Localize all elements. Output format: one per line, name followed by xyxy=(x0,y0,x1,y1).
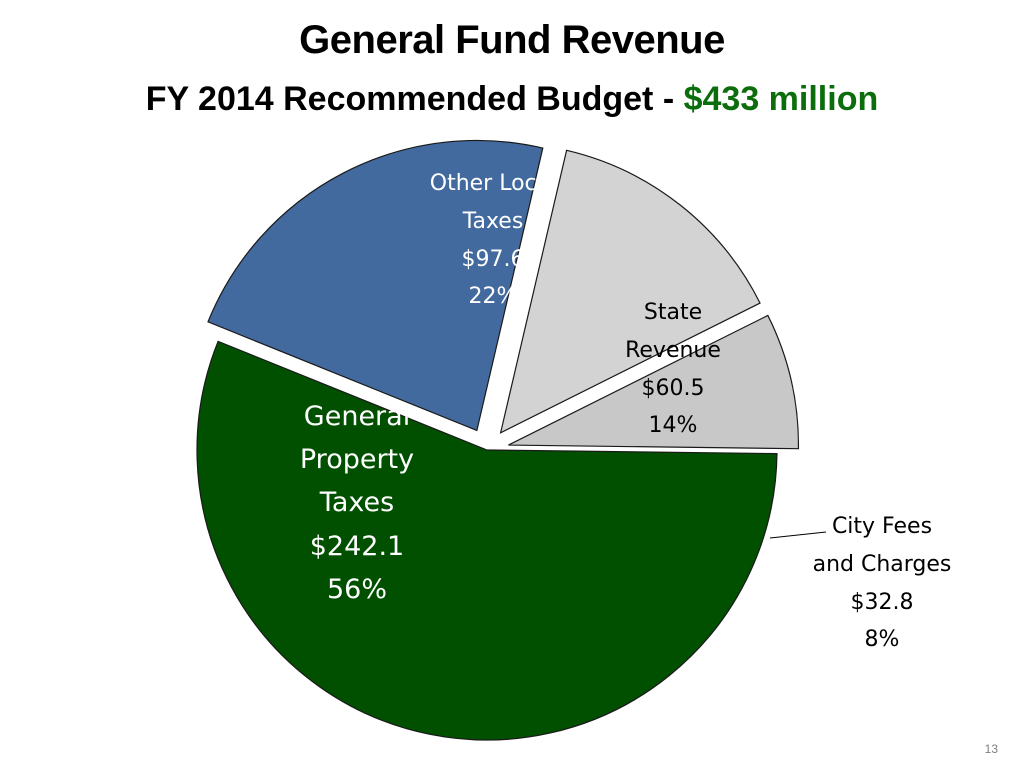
label-percent: 14% xyxy=(648,413,698,439)
label-line: State xyxy=(643,300,703,325)
pie-slice-state xyxy=(499,149,761,434)
label-line: Taxes xyxy=(462,208,524,234)
city-fees-leader-line xyxy=(769,531,827,539)
subtitle-amount: $433 million xyxy=(683,80,879,118)
pie-slice-city xyxy=(508,314,800,450)
label-line: Other Local xyxy=(429,171,557,196)
label-line: General xyxy=(303,401,411,432)
label-value: $60.5 xyxy=(641,375,705,401)
pie-slice-prop xyxy=(196,340,778,741)
pie-slice-other xyxy=(207,139,544,432)
subtitle-prefix: FY 2014 Recommended Budget - xyxy=(145,80,684,118)
label-value: $242.1 xyxy=(309,530,405,562)
slide-subtitle: FY 2014 Recommended Budget - $433 millio… xyxy=(0,80,1024,119)
slice-label-city-fees: City Fees and Charges $32.8 8% xyxy=(790,508,974,659)
page-number: 13 xyxy=(984,742,998,756)
label-line: Property xyxy=(299,444,415,476)
slice-label-other-local-taxes: Other Local Taxes $97.6 22% xyxy=(408,165,578,316)
label-value: $97.6 xyxy=(461,246,525,272)
label-line: Taxes xyxy=(319,487,395,519)
slice-label-state-revenue: State Revenue $60.5 14% xyxy=(598,294,748,445)
label-percent: 8% xyxy=(864,627,900,653)
slice-label-general-property-taxes: General Property Taxes $242.1 56% xyxy=(262,395,452,611)
label-line: and Charges xyxy=(812,551,952,577)
label-percent: 22% xyxy=(468,284,518,310)
label-line: Revenue xyxy=(625,337,721,363)
label-percent: 56% xyxy=(326,573,387,605)
label-line: City Fees xyxy=(831,514,933,539)
label-value: $32.8 xyxy=(850,589,914,615)
slide-title: General Fund Revenue xyxy=(299,18,725,62)
